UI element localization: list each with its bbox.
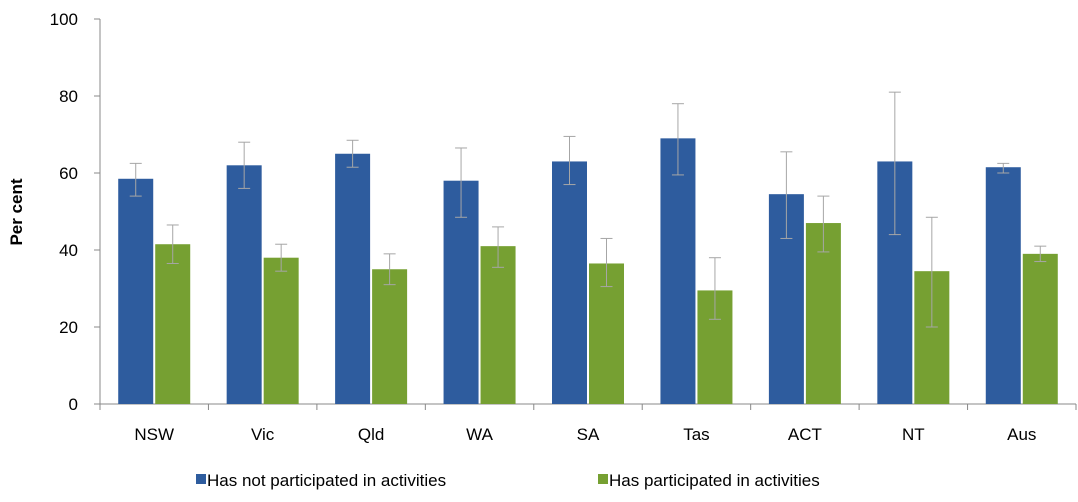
x-tick-label: Tas bbox=[683, 425, 709, 444]
bar-participated-act bbox=[805, 223, 841, 404]
x-tick-label: ACT bbox=[788, 425, 822, 444]
legend-label: Has participated in activities bbox=[609, 471, 820, 490]
bar-not-participated-vic bbox=[226, 165, 262, 404]
y-tick-label: 0 bbox=[69, 395, 78, 414]
legend-swatch bbox=[196, 474, 206, 484]
bar-not-participated-tas bbox=[660, 138, 696, 404]
y-axis: 0 20 40 60 80 100 bbox=[50, 10, 101, 414]
y-axis-title-group: Per cent bbox=[7, 178, 26, 245]
legend-label: Has not participated in activities bbox=[207, 471, 446, 490]
x-axis: NSW Vic Qld WA SA Tas ACT NT Aus bbox=[99, 403, 1077, 444]
x-tick-label: Aus bbox=[1007, 425, 1036, 444]
bar-participated-qld bbox=[372, 269, 408, 404]
y-tick-label: 100 bbox=[50, 10, 78, 29]
y-axis-title: Per cent bbox=[7, 178, 26, 245]
x-tick-label: WA bbox=[466, 425, 493, 444]
y-tick-label: 80 bbox=[59, 87, 78, 106]
legend-swatch bbox=[598, 474, 608, 484]
bar-not-participated-aus bbox=[985, 167, 1021, 404]
x-tick-label: NT bbox=[902, 425, 925, 444]
y-tick-label: 40 bbox=[59, 241, 78, 260]
legend: Has not participated in activities Has pa… bbox=[196, 471, 820, 490]
bar-not-participated-nsw bbox=[118, 178, 154, 404]
bar-not-participated-wa bbox=[443, 180, 479, 404]
x-tick-label: Vic bbox=[251, 425, 275, 444]
x-tick-label: NSW bbox=[134, 425, 174, 444]
bar-participated-wa bbox=[480, 246, 516, 404]
y-tick-label: 60 bbox=[59, 164, 78, 183]
error-bars-group bbox=[129, 91, 1047, 328]
x-tick-label: SA bbox=[577, 425, 600, 444]
bar-participated-aus bbox=[1022, 253, 1058, 404]
x-tick-label: Qld bbox=[358, 425, 384, 444]
bar-participated-vic bbox=[263, 257, 299, 404]
bar-not-participated-sa bbox=[552, 161, 587, 404]
bar-participated-nsw bbox=[155, 244, 191, 404]
bars-group bbox=[118, 138, 1058, 404]
y-tick-label: 20 bbox=[59, 318, 78, 337]
bar-not-participated-qld bbox=[335, 153, 371, 404]
